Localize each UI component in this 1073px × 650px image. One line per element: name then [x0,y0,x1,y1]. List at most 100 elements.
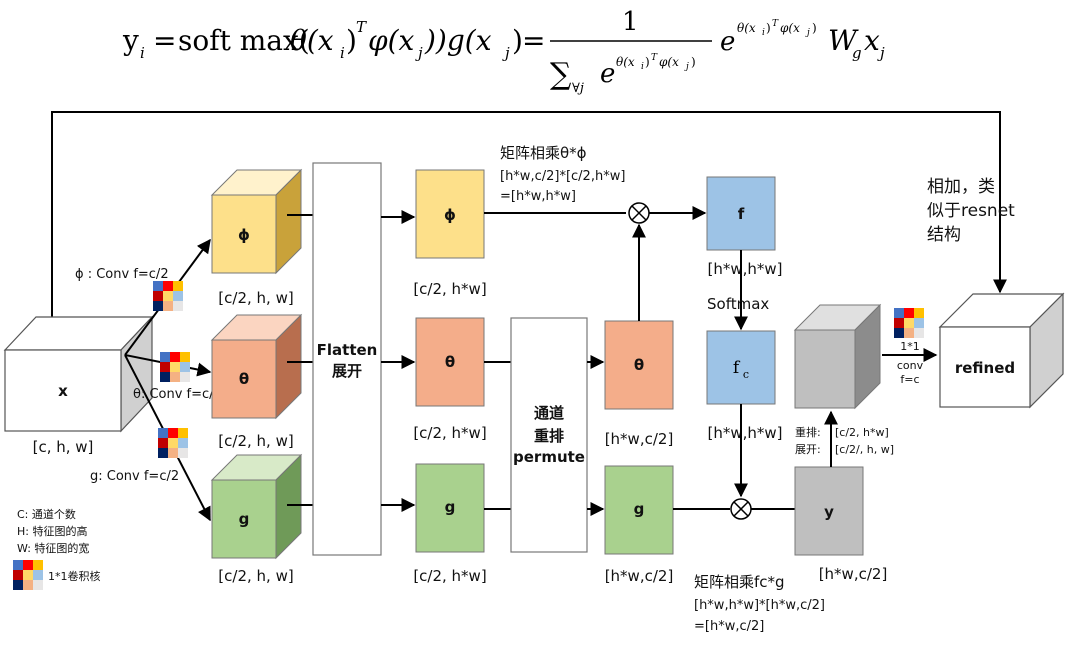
fc-label: f [733,358,741,378]
formula-sub-i: i [340,44,345,62]
phi-conv-label: ϕ : Conv f=c/2 [75,267,169,282]
y-label: y [824,503,834,521]
fc-rect [706,330,776,405]
f-label: f [738,205,745,223]
formula-sub-j: j [415,44,423,62]
reshape-value-2: [c/2/, h, w] [835,443,894,456]
conv-out-line2: conv [897,359,924,372]
formula-exp-phi: φ(x [780,21,800,35]
theta-perm-rect [604,320,674,410]
formula-exp-theta: θ(x [737,21,756,35]
refined-label: refined [955,359,1015,377]
phi-cube-shape: [c/2, h, w] [218,289,293,307]
formula-lhs: y [122,24,139,57]
formula-exp-den-i: i [641,62,644,72]
x-label: x [58,382,68,400]
formula-x-sub: j [877,44,885,62]
add-note-2: 似于resnet [927,201,1015,221]
x-cube: x [3,315,154,433]
reshape-value-1: [c/2, h*w] [835,426,889,439]
legend-kernel-icon [13,560,43,590]
theta-perm-shape: [h*w,c/2] [605,430,674,448]
formula-frac-num: 1 [622,7,639,37]
kernel-icon-phi [153,281,183,311]
legend-h: H: 特征图的高 [17,524,87,538]
g-flat-label: g [445,498,456,516]
add-note-3: 结构 [927,225,961,245]
softmax-label: Softmax [707,295,769,313]
conv-out-line1: 1*1 [900,340,920,353]
add-note-1: 相加，类 [927,177,995,197]
theta-flat-rect [415,317,485,407]
formula-exp-den-theta: θ(x [616,55,635,69]
phi-flat-label: ϕ [444,206,456,224]
formula-close-2: ) [512,24,523,57]
g-perm-shape: [h*w,c/2] [605,567,674,585]
reshape-label-2: 展开: [795,443,821,456]
formula-exp-den-j: j [684,62,689,72]
g-perm-rect [604,465,674,555]
formula-g: ))g(x [424,24,492,57]
formula-w-sub: g [852,44,862,62]
kernel-icon-theta [160,352,190,382]
matmul1-operator [628,202,650,224]
theta-flat-label: θ [445,353,455,371]
legend: C: 通道个数 H: 特征图的高 W: 特征图的宽 1*1卷积核 [13,507,101,590]
formula-theta: θ(x [290,24,334,57]
formula-lhs-sub: i [140,44,145,62]
matmul2-title: 矩阵相乘fc*g [694,573,785,591]
matmul2-line1: [h*w,h*w]*[h*w,c/2] [694,598,825,613]
phi-cube: ϕ [210,168,303,275]
g-flat-shape: [c/2, h*w] [413,567,486,585]
formula: y i = soft max( θ(x i ) T φ(x j ))g(x j … [122,7,885,96]
x-shape: [c, h, w] [33,438,94,456]
flatten-label-en: Flatten [317,341,378,359]
formula-eq-2: = [522,24,545,57]
matmul2-line2: =[h*w,c/2] [694,619,764,634]
legend-w: W: 特征图的宽 [17,541,89,555]
permute-label-2: 重排 [534,427,564,445]
theta-cube: θ [210,313,303,420]
phi-flat-rect [415,169,485,259]
formula-eq: = [153,24,176,57]
formula-e: e [720,27,735,57]
theta-cube-label: θ [239,370,249,388]
formula-w: W [828,24,859,57]
f-rect [706,176,776,251]
matmul1-line1: [h*w,c/2]*[c/2,h*w] [500,169,625,184]
kernel-icon-g [158,428,188,458]
legend-kernel: 1*1卷积核 [48,569,101,583]
refined-cube: refined [938,292,1065,409]
reshape-cube [793,303,882,410]
formula-sub-j-2: j [502,44,510,62]
matmul2-operator [730,498,752,520]
g-perm-label: g [634,500,645,518]
formula-exp-den-t: T [651,53,658,63]
g-cube-label: g [239,510,250,528]
formula-exp-den-close: ) [645,55,650,69]
permute-label-1: 通道 [534,404,564,422]
g-conv-label: g: Conv f=c/2 [90,469,179,484]
matmul1-title: 矩阵相乘θ*ϕ [500,144,587,162]
formula-exp-den-phi: φ(x [659,55,679,69]
formula-e-den: e [600,59,615,89]
matmul1-line2: =[h*w,h*w] [500,189,576,204]
formula-sum: ∑ [550,57,572,92]
g-flat-rect [415,463,485,553]
permute-label-3: permute [513,448,585,466]
legend-c: C: 通道个数 [17,507,76,521]
fc-label-sub: c [743,368,749,381]
kernel-icon-out [894,308,924,338]
phi-cube-label: ϕ [238,226,250,244]
formula-exp-close-2: ) [812,21,817,35]
theta-conv-label: θ: Conv f=c/2 [133,387,222,402]
phi-flat-shape: [c/2, h*w] [413,280,486,298]
formula-softmax: soft max( [178,24,310,57]
formula-exp-t: T [772,19,779,29]
reshape-label-1: 重排: [795,425,821,439]
formula-exp-close: ) [766,21,771,35]
formula-sum-sub: ∀j [572,81,584,96]
flatten-label-cn: 展开 [332,362,362,380]
fc-shape: [h*w,h*w] [707,424,782,442]
